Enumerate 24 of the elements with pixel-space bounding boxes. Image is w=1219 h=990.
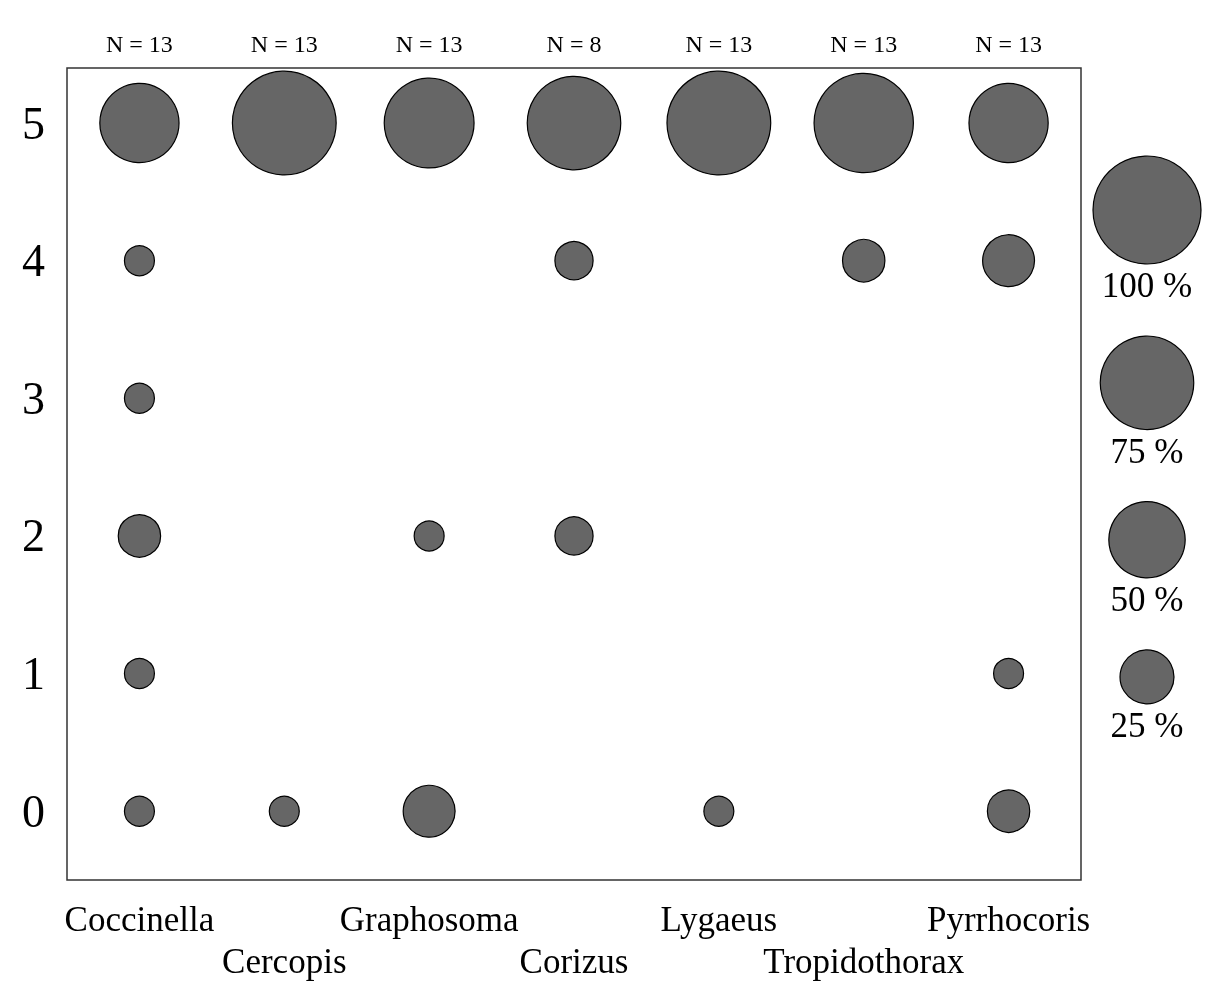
x-tick-label: Lygaeus xyxy=(660,899,778,939)
x-tick-label: Pyrrhocoris xyxy=(926,899,1091,939)
legend-label: 25 % xyxy=(1110,705,1184,745)
x-tick-label: Cercopis xyxy=(222,941,347,981)
x-tick-label: Graphosoma xyxy=(339,899,520,939)
text: N = 13 xyxy=(830,31,898,57)
x-tick-label: Corizus xyxy=(519,941,629,981)
text: N = 13 xyxy=(105,31,173,57)
legend-label: 50 % xyxy=(1110,579,1184,619)
legend-label: 100 % xyxy=(1101,266,1193,305)
text: N = 13 xyxy=(685,31,753,57)
y-tick-label: 0 xyxy=(22,785,45,837)
x-tick-label: Coccinella xyxy=(64,899,215,939)
y-tick-label: 5 xyxy=(22,97,45,149)
y-tick-label: 4 xyxy=(22,235,45,287)
y-tick-label: 2 xyxy=(22,510,45,562)
x-tick-label: Tropidothorax xyxy=(763,941,965,981)
legend-label: 75 % xyxy=(1110,431,1184,471)
y-tick-label: 3 xyxy=(22,372,45,424)
text: N = 13 xyxy=(250,31,318,57)
text: N = 13 xyxy=(975,31,1043,57)
y-tick-label: 1 xyxy=(22,648,45,700)
text: N = 8 xyxy=(546,31,602,57)
text: N = 13 xyxy=(395,31,463,57)
